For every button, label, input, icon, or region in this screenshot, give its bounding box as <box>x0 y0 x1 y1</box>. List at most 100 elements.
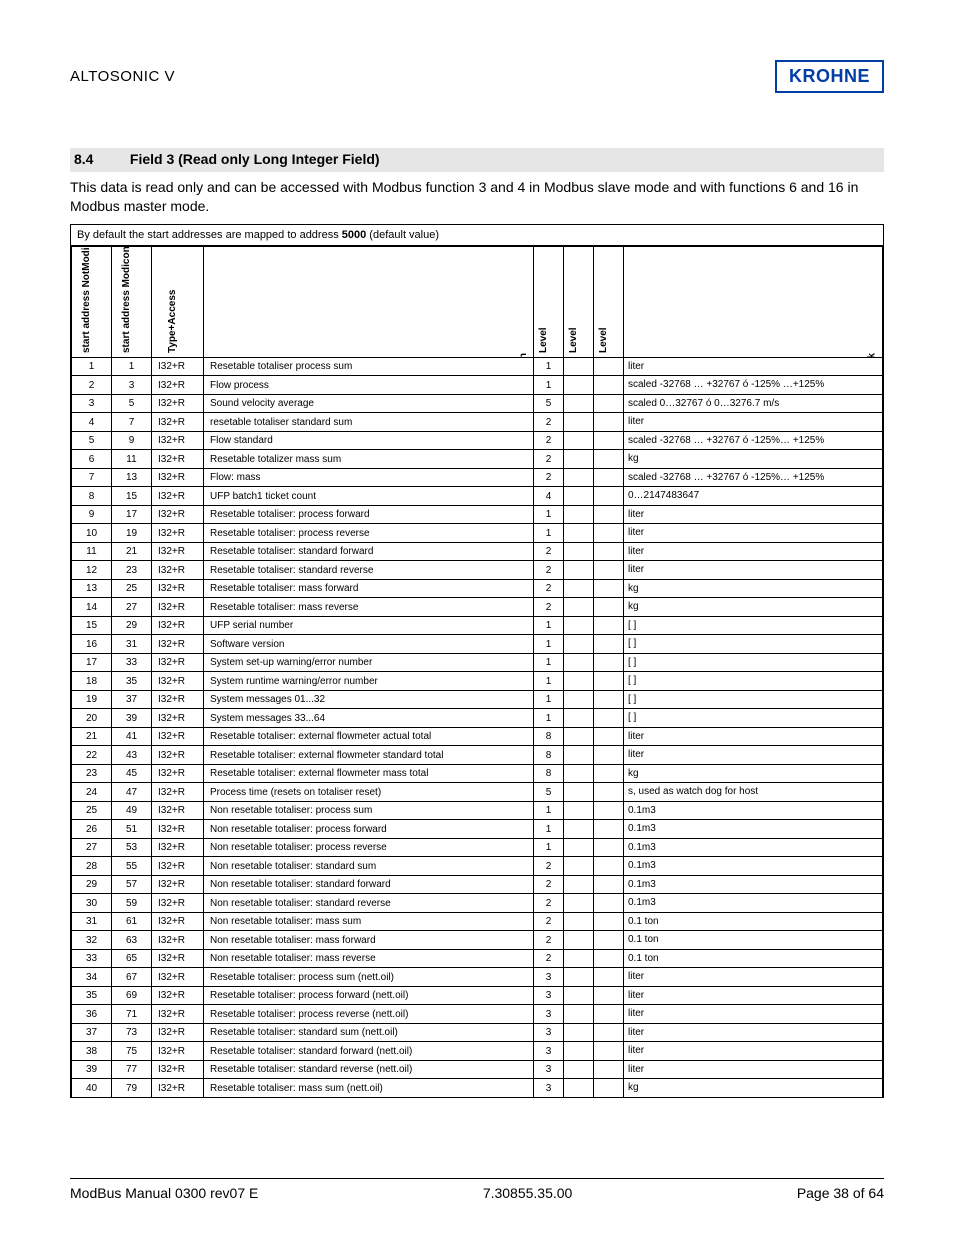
cell-level-1: 2 <box>534 561 564 580</box>
cell-addr2: 29 <box>112 616 152 635</box>
cell-level-3 <box>594 1060 624 1079</box>
cell-addr1: 1 <box>72 357 112 376</box>
cell-remark: liter <box>624 1060 883 1079</box>
cell-level-1: 1 <box>534 690 564 709</box>
product-name: ALTOSONIC V <box>70 68 175 85</box>
cell-addr2: 69 <box>112 986 152 1005</box>
cell-addr2: 65 <box>112 949 152 968</box>
cell-description: Resetable totaliser: standard forward (n… <box>204 1042 534 1061</box>
cell-level-1: 1 <box>534 709 564 728</box>
cell-remark: scaled -32768 … +32767 ó -125% …+125% <box>624 376 883 395</box>
cell-level-1: 1 <box>534 672 564 691</box>
cell-remark: scaled -32768 … +32767 ó -125%… +125% <box>624 468 883 487</box>
cell-type: I32+R <box>152 561 204 580</box>
cell-description: Resetable totaliser: standard forward <box>204 542 534 561</box>
cell-level-3 <box>594 1079 624 1098</box>
cell-level-1: 2 <box>534 431 564 450</box>
cell-level-2 <box>564 764 594 783</box>
cell-level-3 <box>594 1042 624 1061</box>
table-row: 2957I32+RNon resetable totaliser: standa… <box>72 875 883 894</box>
cell-type: I32+R <box>152 690 204 709</box>
cell-level-3 <box>594 820 624 839</box>
cell-addr1: 12 <box>72 561 112 580</box>
cell-description: Flow standard <box>204 431 534 450</box>
cell-remark: liter <box>624 1023 883 1042</box>
cell-description: Resetable totaliser: process forward <box>204 505 534 524</box>
cell-level-2 <box>564 357 594 376</box>
cell-level-1: 2 <box>534 542 564 561</box>
cell-addr2: 71 <box>112 1005 152 1024</box>
cell-level-3 <box>594 431 624 450</box>
table-row: 2651I32+RNon resetable totaliser: proces… <box>72 820 883 839</box>
cell-type: I32+R <box>152 1023 204 1042</box>
table-row: 3467I32+RResetable totaliser: process su… <box>72 968 883 987</box>
cell-level-2 <box>564 709 594 728</box>
cell-addr1: 18 <box>72 672 112 691</box>
cell-description: Resetable totaliser: external flowmeter … <box>204 764 534 783</box>
cell-level-3 <box>594 468 624 487</box>
cell-type: I32+R <box>152 431 204 450</box>
cell-level-3 <box>594 783 624 802</box>
cell-addr1: 3 <box>72 394 112 413</box>
cell-addr2: 25 <box>112 579 152 598</box>
table-row: 2039I32+RSystem messages 33...641[ ] <box>72 709 883 728</box>
cell-type: I32+R <box>152 524 204 543</box>
brand-logo: KROHNE <box>775 60 884 93</box>
cell-level-2 <box>564 598 594 617</box>
col-header-remark: Remark <box>624 246 883 357</box>
cell-addr1: 31 <box>72 912 112 931</box>
cell-type: I32+R <box>152 783 204 802</box>
cell-description: Software version <box>204 635 534 654</box>
col-header-addr1: start address NotModiconComp <box>72 246 112 357</box>
cell-addr2: 11 <box>112 450 152 469</box>
table-header-row: start address NotModiconComp start addre… <box>72 246 883 357</box>
cell-level-3 <box>594 727 624 746</box>
cell-description: Non resetable totaliser: standard revers… <box>204 894 534 913</box>
cell-addr1: 40 <box>72 1079 112 1098</box>
cell-level-1: 1 <box>534 376 564 395</box>
cell-description: Resetable totaliser: standard reverse (n… <box>204 1060 534 1079</box>
cell-addr2: 21 <box>112 542 152 561</box>
col-header-level-2: Level <box>564 246 594 357</box>
cell-addr1: 4 <box>72 413 112 432</box>
cell-level-1: 8 <box>534 727 564 746</box>
cell-type: I32+R <box>152 450 204 469</box>
cell-description: Resetable totaliser: mass sum (nett.oil) <box>204 1079 534 1098</box>
cell-type: I32+R <box>152 820 204 839</box>
cell-description: System messages 01...32 <box>204 690 534 709</box>
cell-addr1: 2 <box>72 376 112 395</box>
cell-level-1: 2 <box>534 450 564 469</box>
cell-level-3 <box>594 672 624 691</box>
cell-level-1: 3 <box>534 968 564 987</box>
cell-addr1: 29 <box>72 875 112 894</box>
cell-level-2 <box>564 727 594 746</box>
cell-level-2 <box>564 1023 594 1042</box>
cell-remark: liter <box>624 505 883 524</box>
cell-addr1: 33 <box>72 949 112 968</box>
cell-description: resetable totaliser standard sum <box>204 413 534 432</box>
table-row: 917I32+RResetable totaliser: process for… <box>72 505 883 524</box>
cell-remark: 0.1m3 <box>624 875 883 894</box>
cell-description: Resetable totalizer mass sum <box>204 450 534 469</box>
col-header-level-3: Level <box>594 246 624 357</box>
cell-addr2: 9 <box>112 431 152 450</box>
cell-remark: s, used as watch dog for host <box>624 783 883 802</box>
cell-type: I32+R <box>152 968 204 987</box>
cell-addr1: 20 <box>72 709 112 728</box>
cell-remark: 0.1m3 <box>624 820 883 839</box>
cell-addr1: 25 <box>72 801 112 820</box>
cell-level-2 <box>564 894 594 913</box>
cell-description: Non resetable totaliser: standard sum <box>204 857 534 876</box>
table-row: 11I32+RResetable totaliser process sum1l… <box>72 357 883 376</box>
table-row: 35I32+RSound velocity average5scaled 0…3… <box>72 394 883 413</box>
cell-remark: kg <box>624 598 883 617</box>
cell-level-3 <box>594 986 624 1005</box>
cell-level-1: 2 <box>534 875 564 894</box>
section-heading-bar: 8.4 Field 3 (Read only Long Integer Fiel… <box>70 148 884 172</box>
cell-addr2: 15 <box>112 487 152 506</box>
cell-remark: liter <box>624 968 883 987</box>
cell-addr2: 59 <box>112 894 152 913</box>
cell-description: Resetable totaliser: process reverse <box>204 524 534 543</box>
cell-addr2: 5 <box>112 394 152 413</box>
cell-level-3 <box>594 1005 624 1024</box>
